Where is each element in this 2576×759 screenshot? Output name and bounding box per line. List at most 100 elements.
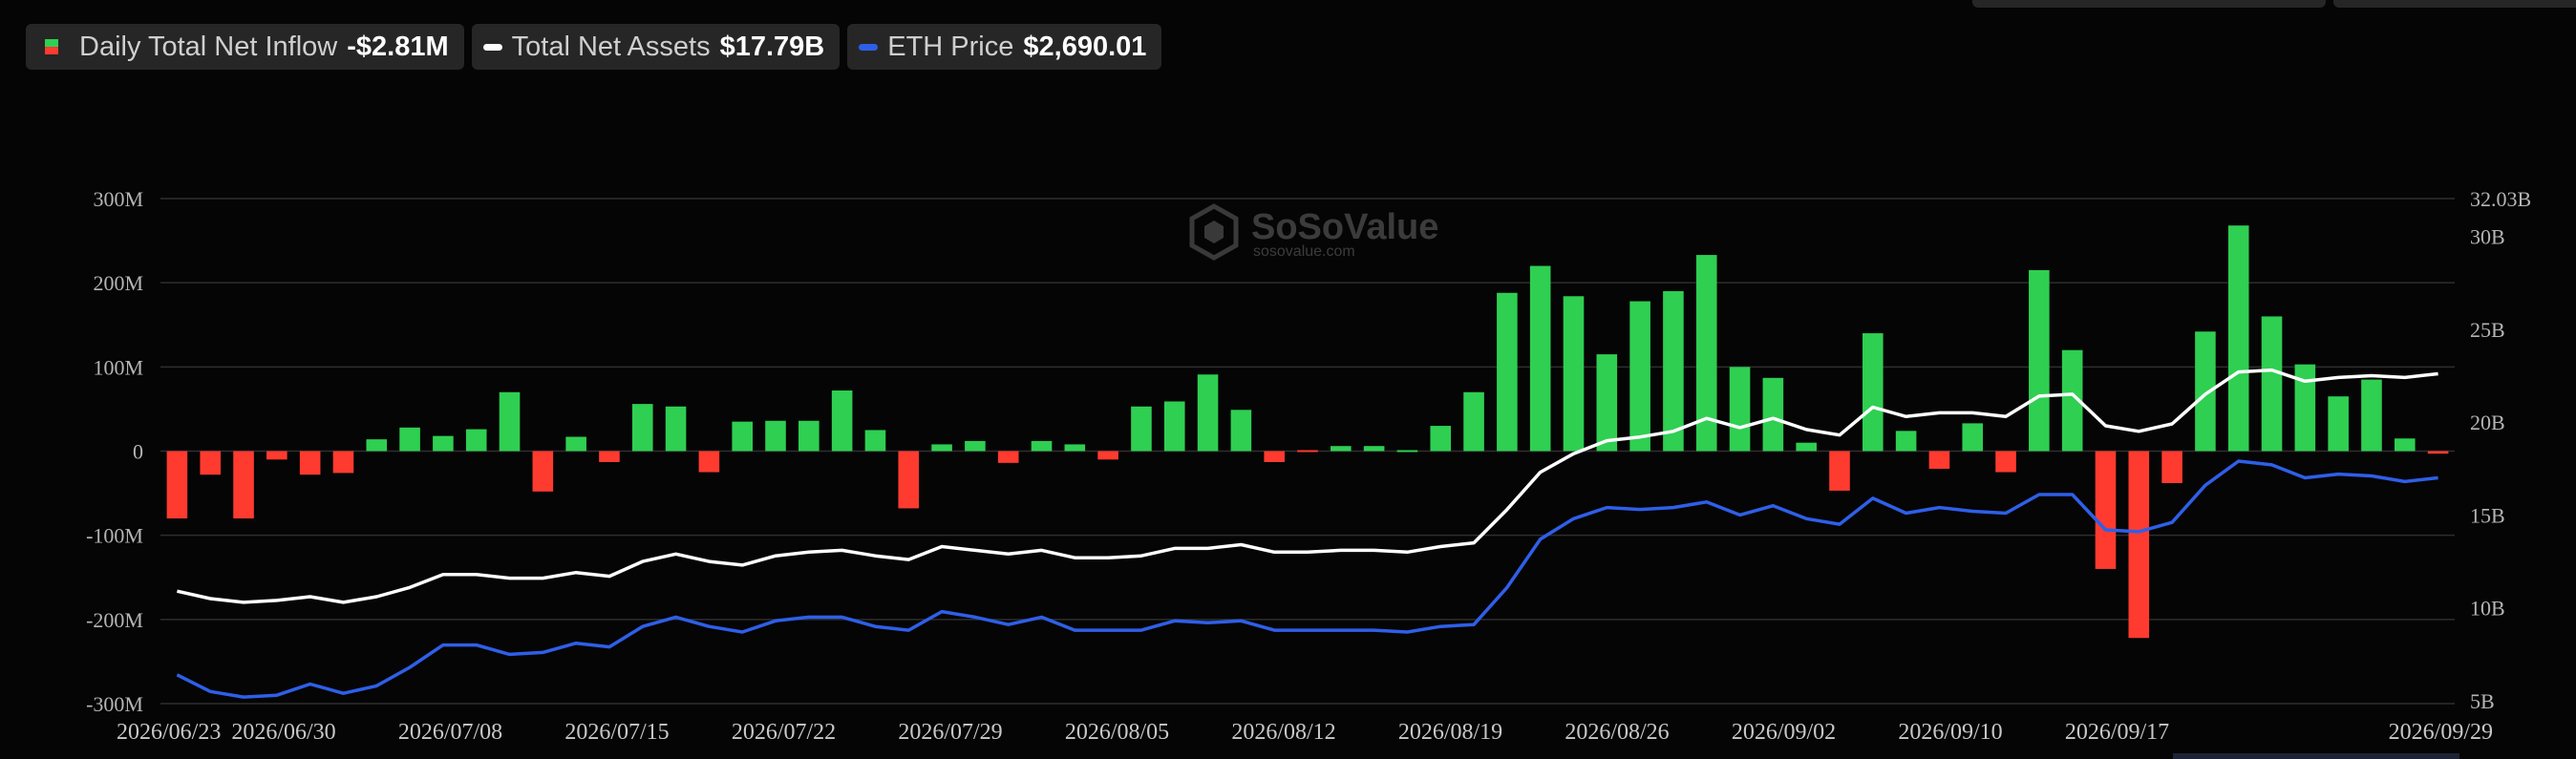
inflow-bar: [698, 451, 720, 473]
inflow-bar: [433, 435, 454, 452]
inflow-bar: [599, 451, 620, 462]
left-tick-label: 0: [133, 440, 143, 464]
legend-label: ETH Price: [887, 31, 1014, 62]
inflow-bar: [2195, 331, 2216, 452]
inflow-bar: [1064, 444, 1086, 452]
inflow-bar: [1629, 301, 1650, 452]
net-assets-line: [177, 368, 2438, 604]
right-tick-label: 10B: [2470, 597, 2505, 621]
x-tick-label: 2026/06/30: [231, 720, 335, 745]
watermark-url: sosovalue.com: [1253, 243, 1355, 260]
toolbar-button-left[interactable]: [1972, 0, 2326, 8]
x-tick-label: 2026/07/08: [398, 720, 502, 745]
inflow-bar: [1762, 377, 1784, 452]
x-tick-label: 2026/07/22: [732, 720, 836, 745]
inflow-bar: [1695, 255, 1717, 452]
x-tick-label: 2026/07/15: [564, 720, 669, 745]
inflow-bar: [1131, 406, 1152, 452]
inflow-bar: [1497, 292, 1518, 452]
watermark: SoSoValue sosovalue.com: [1189, 203, 1438, 261]
inflow-bar: [765, 420, 786, 452]
x-tick-label: 2026/08/19: [1398, 720, 1502, 745]
legend-value: $17.79B: [719, 31, 825, 62]
inflow-bar: [2328, 396, 2349, 452]
inflow-bar: [233, 451, 254, 519]
inflow-bar: [965, 440, 986, 452]
inflow-bar: [1430, 426, 1452, 452]
inflow-bar: [366, 439, 388, 452]
x-tick-label: 2026/06/23: [117, 720, 221, 745]
inflow-bar: [1796, 442, 1817, 452]
legend-value: $2,690.01: [1023, 31, 1147, 62]
inflow-bar: [1396, 450, 1418, 453]
x-tick-label: 2026/09/17: [2065, 720, 2169, 745]
inflow-bar: [1928, 451, 1950, 470]
inflow-bar: [200, 451, 222, 475]
left-tick-label: 100M: [93, 355, 143, 379]
inflow-bar: [166, 451, 188, 519]
inflow-bar: [665, 406, 687, 452]
inflow-bar: [1230, 410, 1252, 452]
inflow-bar: [2061, 349, 2083, 452]
inflow-bar: [2294, 364, 2316, 452]
inflow-bar: [2261, 316, 2283, 452]
inflow-bar: [1895, 431, 1917, 452]
left-tick-label: 300M: [93, 187, 143, 211]
legend-value: -$2.81M: [347, 31, 449, 62]
legend: Daily Total Net Inflow -$2.81M Total Net…: [26, 24, 1162, 70]
legend-item-net-assets[interactable]: Total Net Assets $17.79B: [471, 24, 841, 70]
x-axis-labels: 2026/06/23 2026/06/30 2026/07/08 2026/07/15…: [117, 720, 2493, 745]
inflow-bar: [831, 390, 853, 452]
inflow-bar: [1663, 290, 1684, 452]
legend-label: Total Net Assets: [511, 31, 711, 62]
left-axis-labels: 300M 200M 100M 0 -100M -200M -300M: [86, 187, 143, 716]
inflow-bar: [332, 451, 354, 474]
inflow-bar: [1863, 333, 1884, 452]
inflow-bar: [1031, 440, 1053, 452]
toolbar-button-right[interactable]: [2333, 0, 2576, 8]
legend-label: Daily Total Net Inflow: [79, 31, 338, 62]
legend-item-eth-price[interactable]: ETH Price $2,690.01: [847, 24, 1162, 70]
inflow-bar: [565, 436, 586, 452]
inflow-bar: [1529, 265, 1551, 452]
line-swatch-icon: [482, 43, 502, 51]
inflow-bar: [1463, 391, 1484, 452]
right-tick-label: 5B: [2470, 689, 2495, 713]
right-tick-label: 20B: [2470, 411, 2505, 434]
series-lines: [176, 368, 2438, 699]
left-tick-label: 200M: [93, 271, 143, 295]
left-tick-label: -200M: [86, 608, 143, 632]
line-swatch-icon: [859, 43, 879, 51]
inflow-swatch-icon: [45, 39, 58, 54]
inflow-bar: [1995, 451, 2016, 473]
inflow-bar: [1729, 367, 1751, 452]
inflow-bar: [798, 420, 820, 452]
inflow-bar: [1264, 451, 1285, 462]
x-tick-label: 2026/08/05: [1065, 720, 1169, 745]
inflow-bar: [898, 451, 920, 509]
inflow-bar: [2394, 438, 2416, 452]
legend-item-net-inflow[interactable]: Daily Total Net Inflow -$2.81M: [26, 24, 464, 70]
x-tick-label: 2026/09/10: [1898, 720, 2002, 745]
inflow-bar: [266, 451, 287, 460]
inflow-bar: [732, 421, 753, 452]
inflow-bar: [1331, 446, 1352, 452]
x-tick-label: 2026/09/29: [2389, 720, 2493, 745]
inflow-bar: [1363, 446, 1385, 452]
inflow-bar: [1297, 450, 1318, 453]
range-slider-track[interactable]: [2173, 753, 2459, 759]
right-tick-label: 15B: [2470, 503, 2505, 527]
inflow-bar: [2128, 451, 2150, 639]
right-tick-label: 32.03B: [2470, 187, 2531, 211]
inflow-bar: [532, 451, 554, 492]
inflow-bar: [1596, 354, 1618, 452]
watermark-name: SoSoValue: [1251, 207, 1438, 247]
inflow-bar: [1097, 451, 1118, 460]
sosovalue-logo-icon: [1189, 203, 1239, 261]
inflow-bars: [166, 225, 2449, 639]
x-tick-label: 2026/07/29: [898, 720, 1002, 745]
inflow-bar: [299, 451, 321, 475]
inflow-bar: [1163, 401, 1185, 452]
inflow-bar: [2029, 269, 2050, 452]
